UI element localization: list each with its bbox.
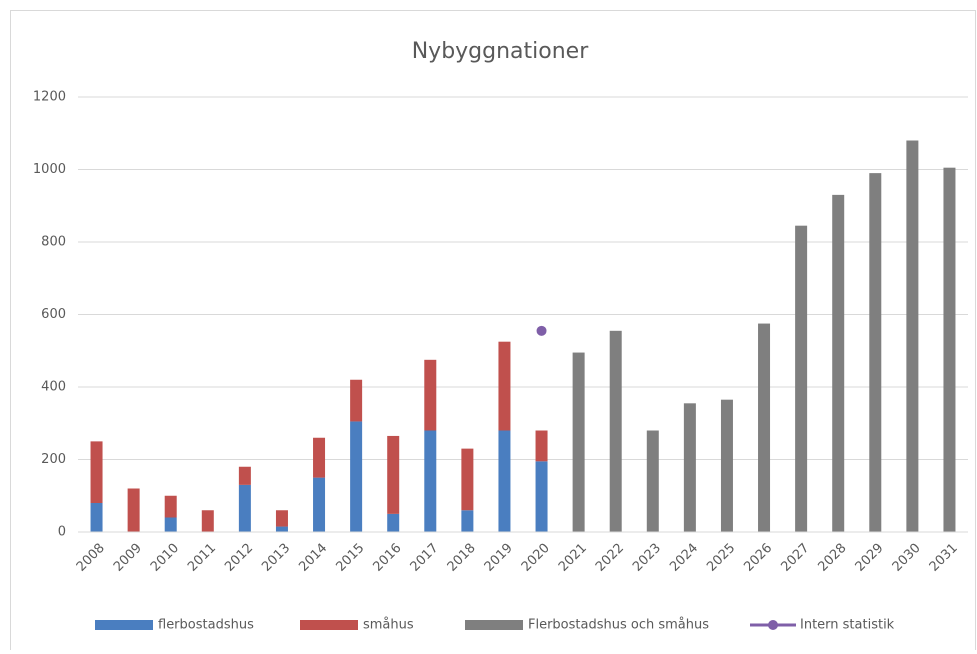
legend-label: flerbostadshus: [158, 618, 254, 633]
bar: [572, 352, 585, 532]
bar: [498, 430, 511, 532]
y-tick-label: 1200: [33, 90, 66, 105]
bar: [238, 484, 251, 532]
bar: [683, 403, 696, 532]
bar: [164, 517, 177, 532]
y-tick-label: 400: [41, 380, 66, 395]
y-tick-label: 600: [41, 307, 66, 322]
bar: [350, 421, 363, 532]
bar: [127, 488, 140, 532]
bar: [90, 503, 103, 532]
bar: [646, 430, 659, 532]
y-tick-label: 800: [41, 235, 66, 250]
bar: [461, 510, 474, 532]
bar: [535, 461, 548, 532]
bar: [720, 399, 733, 532]
y-tick-label: 0: [58, 525, 66, 540]
legend-label: Flerbostadshus och småhus: [528, 618, 709, 633]
chart-border: [10, 10, 976, 654]
bar: [609, 330, 622, 532]
y-tick-label: 1000: [33, 162, 66, 177]
bar: [424, 430, 437, 532]
bar: [90, 441, 103, 503]
legend-swatch: [95, 620, 153, 630]
bar: [350, 379, 363, 422]
bar: [275, 526, 288, 532]
bar: [869, 173, 882, 532]
bar: [313, 437, 326, 478]
legend-label: småhus: [363, 618, 414, 633]
bar: [943, 167, 956, 532]
bar: [313, 477, 326, 532]
chart-title: Nybyggnationer: [412, 39, 589, 64]
bar: [461, 448, 474, 511]
legend-swatch: [300, 620, 358, 630]
bar: [387, 513, 400, 532]
bar: [535, 430, 548, 462]
y-tick-label: 200: [41, 452, 66, 467]
bar: [795, 225, 808, 532]
legend-label: Intern statistik: [800, 618, 895, 633]
bar: [906, 140, 919, 532]
bar: [201, 510, 214, 532]
legend-swatch: [465, 620, 523, 630]
bar: [832, 194, 845, 532]
bar: [758, 323, 771, 532]
bar: [275, 510, 288, 527]
bar: [387, 435, 400, 514]
legend-swatch-marker: [768, 620, 778, 630]
bar: [238, 466, 251, 485]
line-marker: [536, 325, 547, 336]
bar: [164, 495, 177, 518]
bar: [424, 359, 437, 431]
bar: [498, 341, 511, 431]
